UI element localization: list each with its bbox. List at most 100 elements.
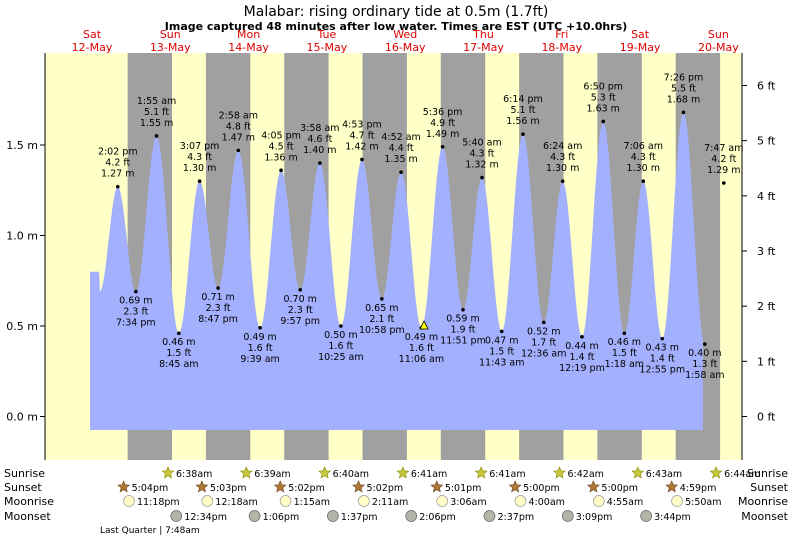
sunrise-icon <box>396 466 410 479</box>
high-tide-point <box>399 170 403 174</box>
right-tick-label: 6 ft <box>757 79 776 92</box>
sunset-icon <box>195 480 209 493</box>
right-tick-label: 2 ft <box>757 300 776 313</box>
axes: 0.0 m 0.5 m 1.0 m 1.5 m 0 ft 1 ft 2 ft 3 ft 4 ft… <box>6 53 776 460</box>
high-tide-label: 4.2 ft <box>711 154 736 165</box>
moonset-icon <box>483 510 496 522</box>
high-tide-point <box>318 161 322 165</box>
high-tide-point <box>601 119 606 124</box>
high-tide-label: 1.36 m <box>264 152 297 163</box>
moonset-time: 2:37pm <box>498 512 535 523</box>
moonrise-icon <box>671 495 683 507</box>
high-tide-label: 1.30 m <box>546 163 579 174</box>
low-tide-label: 1.6 ft <box>328 341 353 352</box>
sunrise-time: 6:42am <box>567 469 603 480</box>
low-tide-label: 0.50 m <box>324 330 357 341</box>
low-tide-point <box>258 326 262 330</box>
low-tide-label: 2.1 ft <box>369 314 394 325</box>
high-tide-label: 1.42 m <box>345 141 378 152</box>
high-tide-label: 6:50 pm <box>583 81 623 92</box>
low-tide-label: 0.47 m <box>485 335 518 346</box>
sunset-time: 5:00pm <box>601 483 638 494</box>
moonrise-time: 1:15am <box>294 497 330 508</box>
moonrise-icon <box>123 495 135 507</box>
moonrise-icon <box>358 495 370 507</box>
low-tide-label: 1.4 ft <box>650 354 675 365</box>
high-tide-label: 1.47 m <box>222 132 255 143</box>
low-tide-label: 0.71 m <box>201 292 234 303</box>
high-tide-label: 4.3 ft <box>187 152 212 163</box>
low-tide-point <box>216 286 220 290</box>
sunset-icon <box>586 480 600 493</box>
moonrise-icon <box>592 495 605 507</box>
day-name: Tue <box>317 28 337 41</box>
high-tide-label: 1.40 m <box>303 145 336 156</box>
high-tide-label: 4.2 ft <box>105 158 130 169</box>
day-headers: Sat12-MaySun13-MayMon14-MayTue15-MayWed1… <box>72 28 740 54</box>
low-tide-label: 1.3 ft <box>692 359 717 370</box>
high-tide-point <box>521 132 525 136</box>
low-tide-label: 10:58 pm <box>359 325 405 336</box>
low-tide-label: 0.69 m <box>119 296 152 307</box>
low-tide-point <box>499 329 504 334</box>
high-tide-label: 5:40 am <box>462 138 501 149</box>
chart-subtitle: Image captured 48 minutes after low wate… <box>165 20 627 33</box>
moonset-icon <box>170 510 183 522</box>
high-tide-label: 5:36 pm <box>423 107 463 118</box>
high-tide-label: 5.1 ft <box>144 107 169 118</box>
moonset-icon <box>561 510 574 522</box>
sunrise-time: 6:41am <box>411 469 447 480</box>
sunrise-time: 6:38am <box>176 469 212 480</box>
sunrise-icon <box>553 466 566 479</box>
sunset-icon <box>352 480 365 493</box>
moonset-time: 1:37pm <box>341 512 378 523</box>
sunset-time: 5:04pm <box>132 483 169 494</box>
high-tide-label: 5.3 ft <box>591 92 616 103</box>
high-tide-label: 1.68 m <box>667 94 700 105</box>
low-tide-label: 0.46 m <box>608 337 641 348</box>
low-tide-label: 0.49 m <box>405 332 438 343</box>
right-tick-label: 3 ft <box>757 245 776 258</box>
row-label-moonset-right: Moonset <box>741 510 788 523</box>
low-tide-label: 11:43 am <box>479 357 524 368</box>
high-tide-label: 6:14 pm <box>503 94 543 105</box>
low-tide-label: 1.6 ft <box>409 343 434 354</box>
moonset-icon <box>405 510 418 522</box>
high-tide-label: 4:05 pm <box>261 130 301 141</box>
sunset-icon <box>665 480 679 493</box>
low-tide-label: 2.3 ft <box>206 303 231 314</box>
sunset-icon <box>508 480 522 493</box>
high-tide-label: 4:53 pm <box>342 119 382 130</box>
right-tick-label: 0 ft <box>757 411 776 424</box>
moonset-icon <box>248 510 261 522</box>
right-tick-label: 4 ft <box>757 190 776 203</box>
high-tide-label: 2:02 pm <box>98 147 138 158</box>
moonrise-time: 11:18pm <box>137 497 180 508</box>
high-tide-label: 4.3 ft <box>550 152 575 163</box>
low-tide-label: 1:18 am <box>605 359 644 370</box>
low-tide-label: 0.44 m <box>565 341 598 352</box>
high-tide-point <box>154 134 159 138</box>
sunrise-time: 6:41am <box>489 469 525 480</box>
chart-title: Malabar: rising ordinary tide at 0.5m (1… <box>244 4 549 20</box>
high-tide-label: 1.56 m <box>506 116 539 127</box>
row-label-sunset: Sunset <box>4 481 42 494</box>
moonset-time: 3:44pm <box>654 512 691 523</box>
low-tide-point <box>660 336 665 341</box>
day-date: 14-May <box>228 41 269 54</box>
high-tide-label: 5.1 ft <box>510 105 535 116</box>
moonset-icon <box>327 510 339 522</box>
low-tide-point <box>134 289 138 294</box>
high-tide-label: 1.32 m <box>465 160 498 171</box>
low-tide-label: 1.6 ft <box>248 343 273 354</box>
moonrise-time: 12:18am <box>215 497 257 508</box>
sunrise-icon <box>709 466 723 479</box>
low-tide-label: 1.9 ft <box>450 325 475 336</box>
sunset-time: 5:02pm <box>288 483 325 494</box>
low-tide-label: 7:34 pm <box>116 318 156 329</box>
day-name: Sun <box>708 28 729 41</box>
sunset-time: 5:02pm <box>367 483 404 494</box>
high-tide-point <box>279 168 283 173</box>
sunset-time: 4:59pm <box>680 483 717 494</box>
row-label-sunset-right: Sunset <box>750 481 788 494</box>
